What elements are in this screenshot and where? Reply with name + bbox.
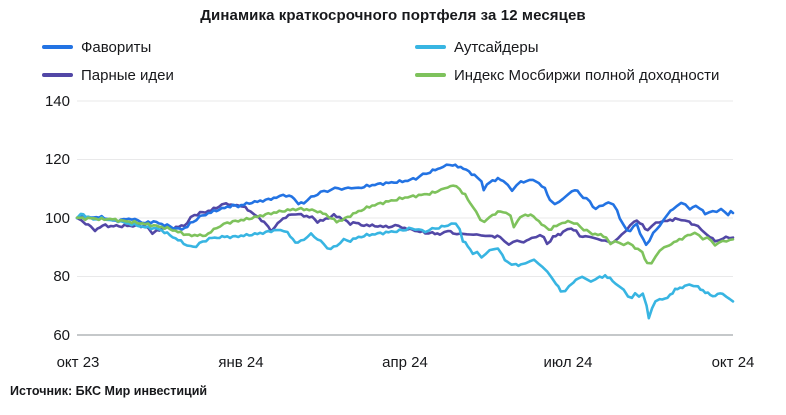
legend-label: Индекс Мосбиржи полной доходности [454,66,720,84]
x-axis-tick-label: окт 23 [56,354,100,371]
legend-item-outsiders: Аутсайдеры [415,38,538,56]
x-axis-tick-label: апр 24 [382,354,428,371]
y-axis-tick-label: 120 [44,151,70,168]
x-axis-tick-label: июл 24 [543,354,593,371]
series-line-фавориты [75,163,735,247]
legend-item-favorites: Фавориты [42,38,151,56]
source-note: Источник: БКС Мир инвестиций [10,384,208,398]
y-axis-tick-label: 80 [53,268,70,285]
series-line-аутсайдеры [75,212,735,320]
legend-item-pair-ideas: Парные идеи [42,66,174,84]
x-axis-tick-label: окт 24 [711,354,755,371]
series-line-индекс-мосбиржи-полной-доходности [75,184,735,265]
legend-item-moex-index: Индекс Мосбиржи полной доходности [415,66,719,84]
y-axis-tick-label: 100 [44,210,70,227]
legend-label: Аутсайдеры [454,38,539,56]
x-axis-tick-label: янв 24 [218,354,264,371]
pair-ideas-line-swatch-icon [42,73,73,77]
y-axis-tick-label: 60 [53,327,70,344]
outsiders-line-swatch-icon [415,45,446,49]
legend-label: Фавориты [81,38,152,56]
legend-label: Парные идеи [81,66,174,84]
favorites-line-swatch-icon [42,45,73,49]
chart-title: Динамика краткосрочного портфеля за 12 м… [200,7,586,24]
moex-index-line-swatch-icon [415,73,446,77]
y-axis-tick-label: 140 [44,93,70,110]
